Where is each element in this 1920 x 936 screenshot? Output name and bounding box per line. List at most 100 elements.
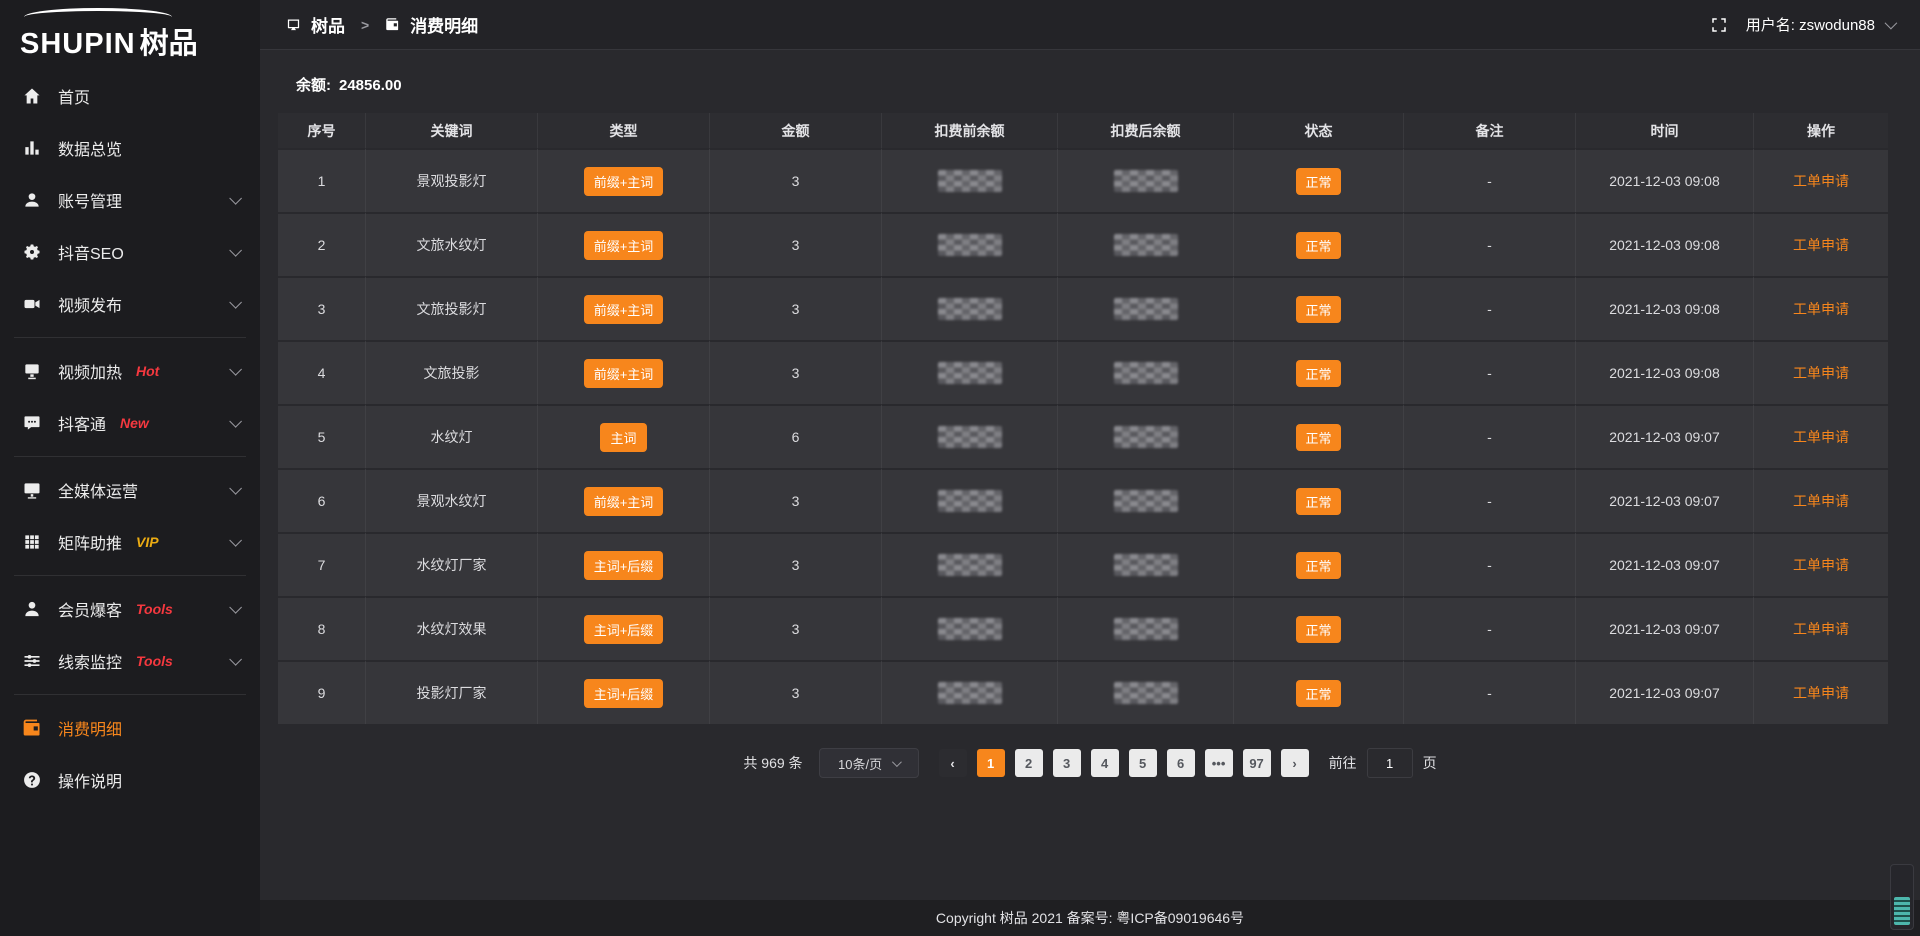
cell-remark: - xyxy=(1404,148,1576,212)
page-button-6[interactable]: 6 xyxy=(1166,749,1195,777)
work-order-link[interactable]: 工单申请 xyxy=(1793,365,1849,381)
sidebar-item-label: 矩阵助推 xyxy=(58,536,123,553)
page-button-4[interactable]: 4 xyxy=(1090,749,1119,777)
table-row: 3 文旅投影灯 前缀+主词 3 正常 -2021-12-03 09:08 工单申请 xyxy=(278,276,1888,340)
work-order-link[interactable]: 工单申请 xyxy=(1793,621,1849,637)
sidebar-item-question[interactable]: 操作说明 xyxy=(0,754,260,806)
chevron-down-icon xyxy=(229,191,242,205)
table-row: 5 水纹灯 主词 6 正常 -2021-12-03 09:07 工单申请 xyxy=(278,404,1888,468)
masked-balance-before-blur xyxy=(937,426,1002,448)
sidebar-item-monitor[interactable]: 全媒体运营 xyxy=(0,464,260,516)
prev-page-button[interactable]: ‹ xyxy=(938,749,967,777)
masked-balance-after-blur xyxy=(1113,426,1178,448)
breadcrumb-current: 消费明细 xyxy=(410,17,479,36)
sidebar-item-member[interactable]: 会员爆客 Tools xyxy=(0,583,260,635)
sidebar-item-chart[interactable]: 数据总览 xyxy=(0,122,260,174)
sidebar-item-label: 操作说明 xyxy=(58,774,123,791)
cell-time: 2021-12-03 09:07 xyxy=(1576,404,1754,468)
cell-index: 5 xyxy=(278,404,366,468)
cell-amount: 3 xyxy=(710,340,882,404)
page-size-select[interactable]: 10条/页 xyxy=(818,748,919,778)
cell-remark: - xyxy=(1404,596,1576,660)
column-header: 类型 xyxy=(538,113,710,148)
sidebar: SHUPIN 树品 首页 数据总览 账号管理 抖音SEO 视频发布 视频加热 Hot 抖客通 Ne… xyxy=(0,0,260,936)
sidebar-item-chat[interactable]: 抖客通 New xyxy=(0,397,260,449)
sliders-icon xyxy=(22,651,42,671)
sidebar-item-heat[interactable]: 视频加热 Hot xyxy=(0,345,260,397)
masked-balance-before-blur xyxy=(937,362,1002,384)
page-button-2[interactable]: 2 xyxy=(1014,749,1043,777)
masked-balance-after xyxy=(1058,148,1234,212)
username-label: 用户名: zswodun88 xyxy=(1745,17,1875,34)
breadcrumb-root[interactable]: 树品 xyxy=(311,17,345,36)
cell-amount: 3 xyxy=(710,212,882,276)
sidebar-item-wallet[interactable]: 消费明细 xyxy=(0,702,260,754)
sidebar-item-sliders[interactable]: 线索监控 Tools xyxy=(0,635,260,687)
cell-time: 2021-12-03 09:08 xyxy=(1576,148,1754,212)
breadcrumb: 树品 > 消费明细 xyxy=(286,12,478,37)
cell-status: 正常 xyxy=(1234,404,1404,468)
chat-icon xyxy=(22,413,42,433)
table-row: 8 水纹灯效果 主词+后缀 3 正常 -2021-12-03 09:07 工单申请 xyxy=(278,596,1888,660)
page-button-97[interactable]: 97 xyxy=(1242,749,1271,777)
logo-arc-decoration xyxy=(24,8,172,26)
logo-cjk: 树品 xyxy=(139,28,198,60)
status-badge: 正常 xyxy=(1296,487,1341,515)
user-menu[interactable]: 用户名: zswodun88 xyxy=(1745,14,1898,35)
cell-amount: 3 xyxy=(710,148,882,212)
work-order-link[interactable]: 工单申请 xyxy=(1793,429,1849,445)
status-badge: 正常 xyxy=(1296,423,1341,451)
next-page-button[interactable]: › xyxy=(1280,749,1309,777)
cell-index: 2 xyxy=(278,212,366,276)
column-header: 状态 xyxy=(1234,113,1404,148)
cell-index: 6 xyxy=(278,468,366,532)
sidebar-item-home[interactable]: 首页 xyxy=(0,70,260,122)
heat-icon xyxy=(22,361,42,381)
cell-action: 工单申请 xyxy=(1754,468,1888,532)
sidebar-item-video[interactable]: 视频发布 xyxy=(0,278,260,330)
cell-time: 2021-12-03 09:08 xyxy=(1576,340,1754,404)
cell-type: 主词+后缀 xyxy=(538,532,710,596)
page-button-5[interactable]: 5 xyxy=(1128,749,1157,777)
cell-time: 2021-12-03 09:07 xyxy=(1576,468,1754,532)
work-order-link[interactable]: 工单申请 xyxy=(1793,685,1849,701)
status-badge: 正常 xyxy=(1296,359,1341,387)
work-order-link[interactable]: 工单申请 xyxy=(1793,557,1849,573)
table-row: 4 文旅投影 前缀+主词 3 正常 -2021-12-03 09:08 工单申请 xyxy=(278,340,1888,404)
menu-divider xyxy=(14,337,246,338)
chevron-down-icon xyxy=(229,533,242,547)
floating-widget[interactable] xyxy=(1890,864,1914,930)
menu-divider xyxy=(14,575,246,576)
cell-keyword: 文旅水纹灯 xyxy=(366,212,538,276)
goto-page-input[interactable] xyxy=(1366,748,1413,778)
cell-keyword: 文旅投影 xyxy=(366,340,538,404)
page-button-1[interactable]: 1 xyxy=(976,749,1005,777)
column-header: 序号 xyxy=(278,113,366,148)
fullscreen-icon[interactable] xyxy=(1710,16,1728,34)
masked-balance-before xyxy=(882,276,1058,340)
type-badge: 主词 xyxy=(600,422,647,452)
work-order-link[interactable]: 工单申请 xyxy=(1793,301,1849,317)
sidebar-item-gear[interactable]: 抖音SEO xyxy=(0,226,260,278)
chevron-down-icon xyxy=(229,362,242,376)
masked-balance-before xyxy=(882,532,1058,596)
cell-index: 7 xyxy=(278,532,366,596)
main-content: 余额: 24856.00 序号 关键词 类型 金额 扣费前余额 扣费后余额 状态 备注 时间 操作 1… xyxy=(260,50,1920,900)
wallet-icon xyxy=(22,718,42,738)
cell-status: 正常 xyxy=(1234,596,1404,660)
sidebar-item-user[interactable]: 账号管理 xyxy=(0,174,260,226)
work-order-link[interactable]: 工单申请 xyxy=(1793,173,1849,189)
masked-balance-before-blur xyxy=(937,298,1002,320)
masked-balance-after-blur xyxy=(1113,362,1178,384)
menu-divider xyxy=(14,694,246,695)
user-icon xyxy=(22,190,42,210)
more-pages-button[interactable]: ••• xyxy=(1204,749,1233,777)
cell-remark: - xyxy=(1404,212,1576,276)
sidebar-item-badge: Tools xyxy=(136,601,173,617)
work-order-link[interactable]: 工单申请 xyxy=(1793,237,1849,253)
page-button-3[interactable]: 3 xyxy=(1052,749,1081,777)
cell-status: 正常 xyxy=(1234,660,1404,724)
work-order-link[interactable]: 工单申请 xyxy=(1793,493,1849,509)
sidebar-item-grid[interactable]: 矩阵助推 VIP xyxy=(0,516,260,568)
